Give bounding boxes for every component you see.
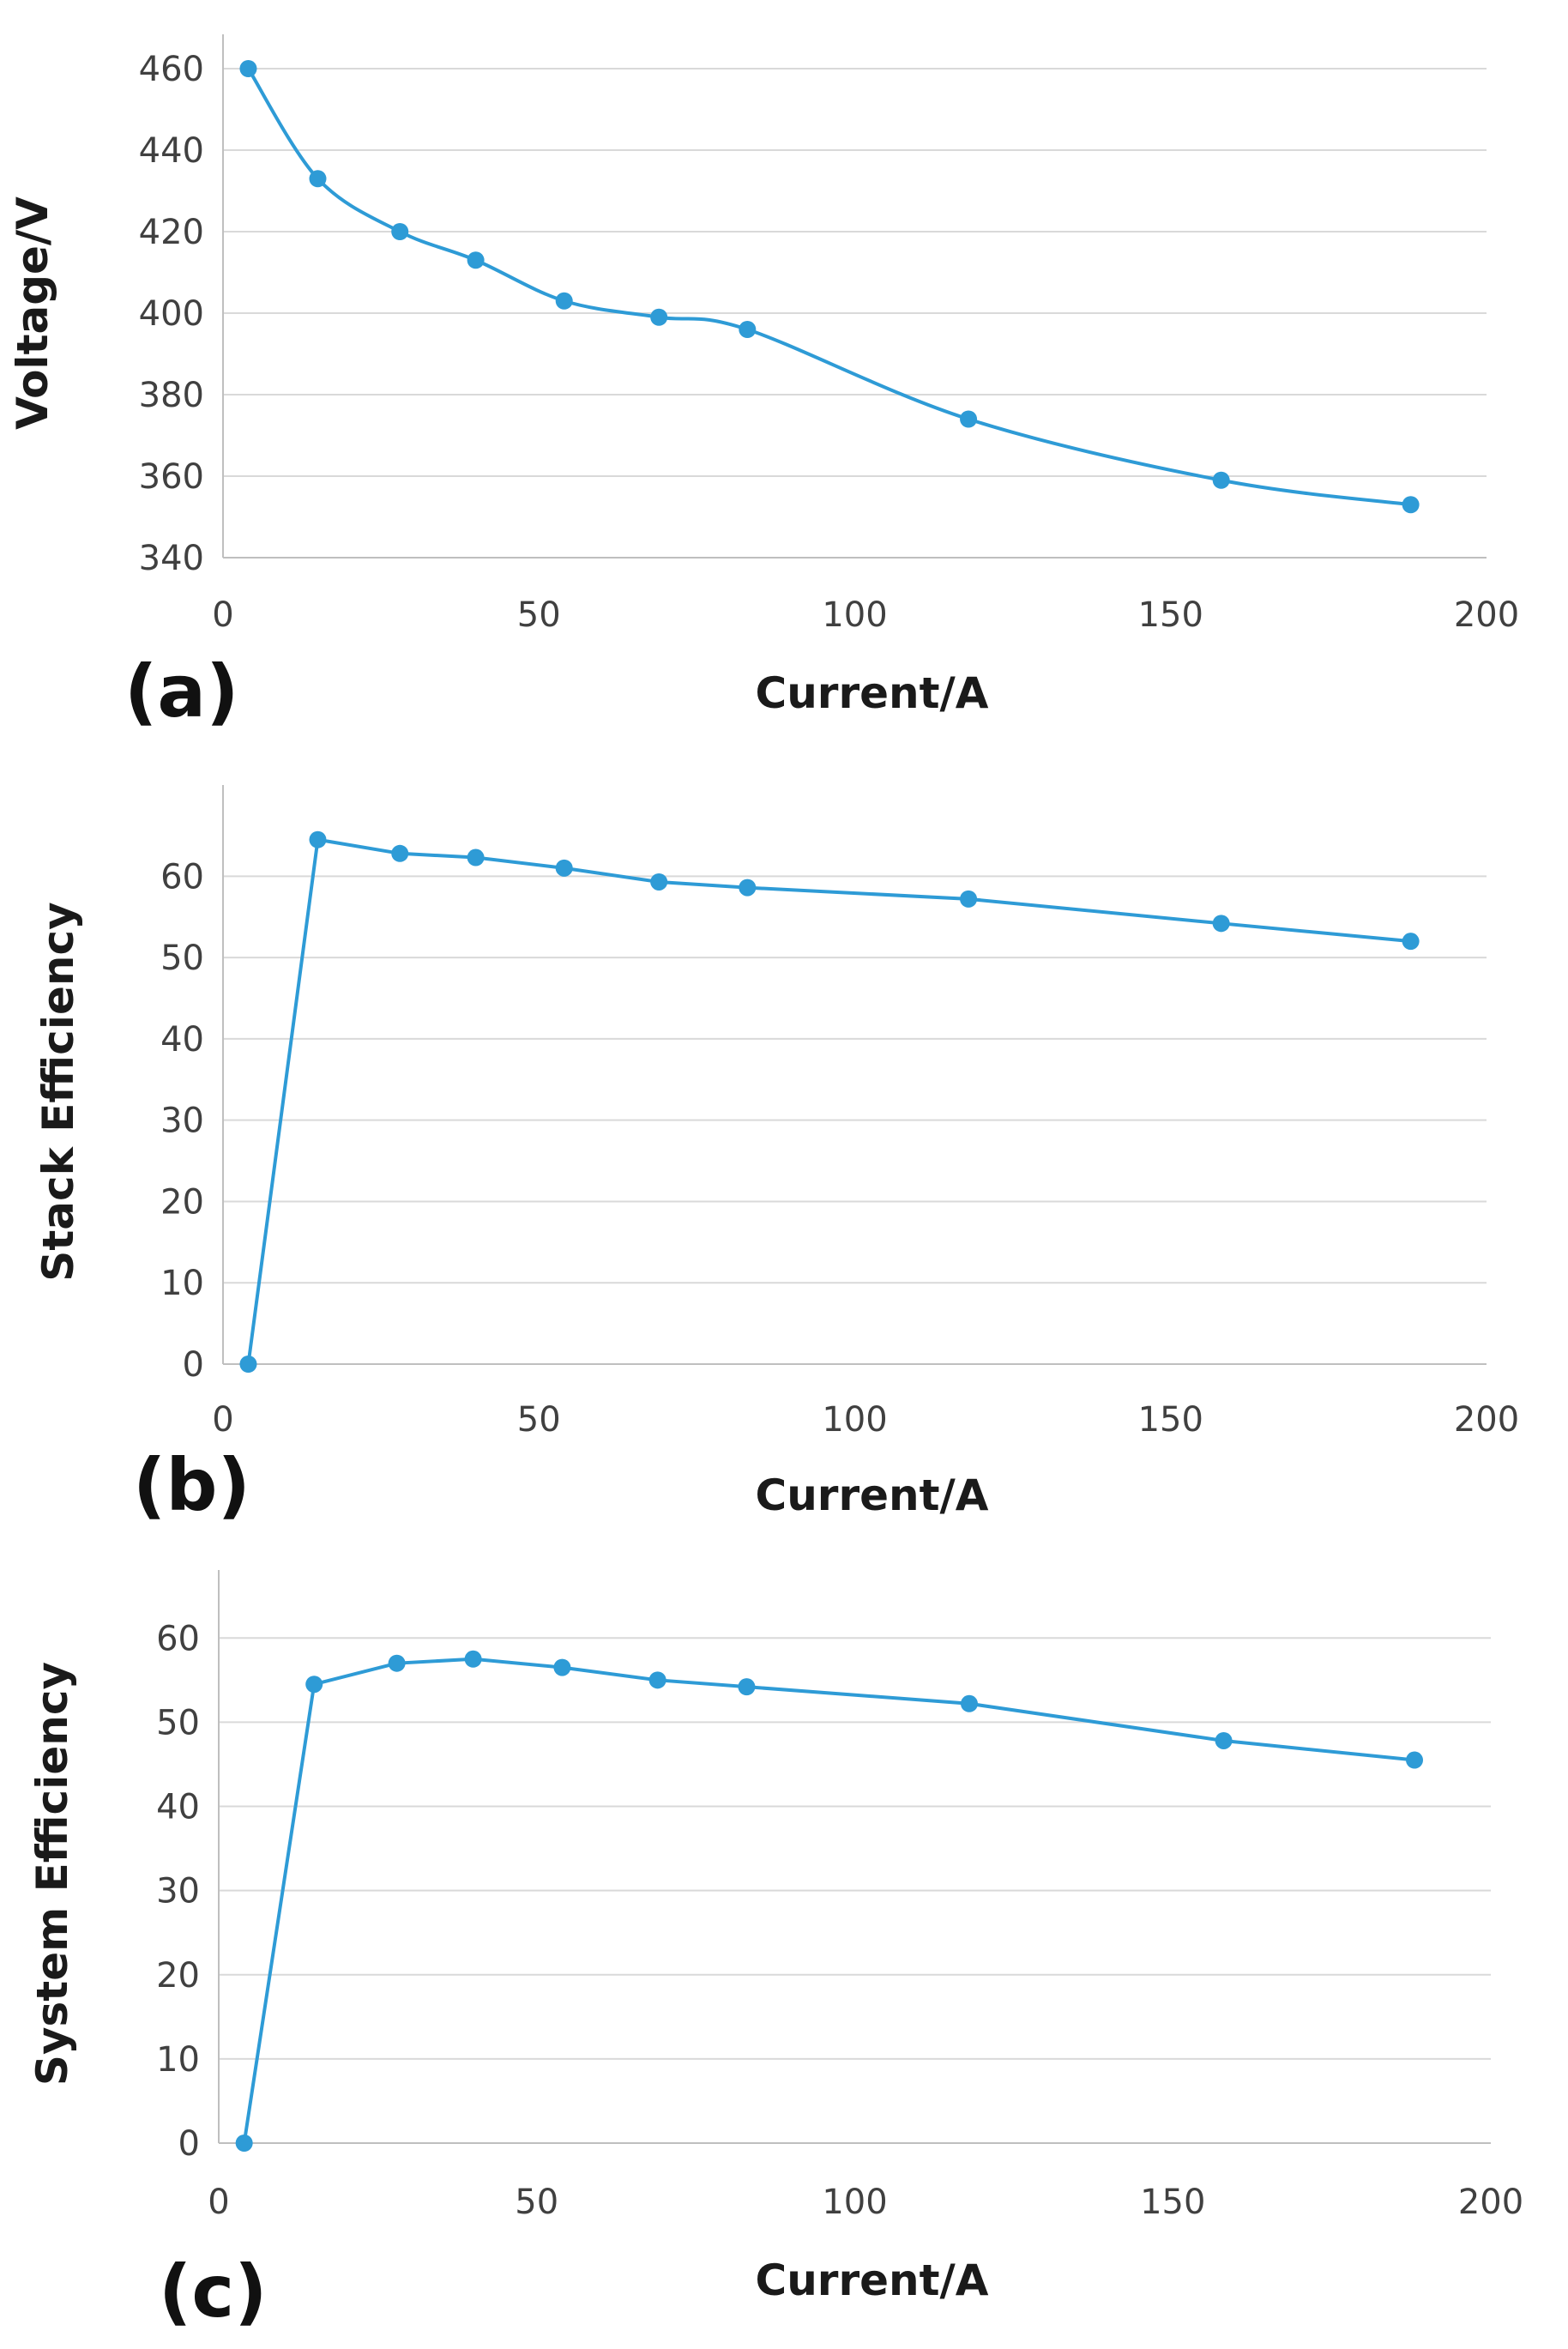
y-tick-label: 40 [160,1020,204,1060]
data-point [467,848,485,867]
y-tick-label: 0 [178,2124,200,2164]
y-tick-label: 460 [139,50,204,89]
data-point [553,1658,571,1676]
y-axis-label: Voltage/V [8,196,57,430]
data-point [391,844,409,862]
data-point [309,830,327,848]
y-tick-label: 60 [160,857,204,897]
data-point [555,292,573,310]
data-point [309,170,327,188]
x-tick-label: 200 [1454,1400,1519,1440]
data-point [1212,915,1230,933]
y-tick-label: 40 [156,1788,200,1827]
data-point [1212,471,1230,489]
data-point [650,308,668,326]
series-line [246,67,1411,507]
series-line [246,837,1411,1365]
data-point [1402,933,1420,951]
data-point [239,60,257,77]
y-tick-label: 380 [139,376,204,415]
x-tick-label: 200 [1454,595,1519,635]
x-tick-label: 200 [1458,2183,1523,2222]
y-tick-label: 60 [156,1619,200,1658]
panel-label: (b) [133,1443,250,1527]
data-point [650,873,668,891]
data-point [388,1654,406,1672]
data-point [1402,496,1420,514]
y-tick-label: 340 [139,539,204,578]
data-point [1215,1731,1233,1749]
chart-panel-2: 0 10 20 30 40 50 60 0 50 100 150 200 Current/A System… [27,1570,1523,2334]
data-point [467,251,485,269]
chart-panel-1: 0 10 20 30 40 50 60 0 50 100 150 200 Current/A Stack … [33,785,1519,1527]
data-point [1406,1751,1424,1769]
x-tick-label: 100 [822,1400,887,1440]
y-tick-label: 20 [156,1956,200,1996]
y-tick-label: 50 [160,939,204,978]
y-tick-label: 360 [139,457,204,497]
x-tick-label: 50 [517,1400,561,1440]
data-point [960,410,978,428]
y-tick-label: 10 [160,1264,204,1303]
x-tick-label: 50 [517,595,561,635]
y-tick-label: 20 [160,1182,204,1222]
y-tick-label: 400 [139,294,204,334]
data-point [235,2135,253,2152]
x-tick-label: 50 [515,2183,558,2222]
series-line [242,1657,1415,2144]
y-axis-label: Stack Efficiency [33,902,83,1281]
data-point [960,890,978,908]
data-point [648,1671,666,1689]
x-tick-label: 0 [212,1400,233,1440]
data-point [960,1694,978,1712]
y-tick-label: 30 [160,1102,204,1141]
x-tick-label: 150 [1140,2183,1205,2222]
y-axis-label: System Efficiency [27,1662,77,2086]
y-tick-label: 30 [156,1872,200,1911]
x-axis-label: Current/A [756,2255,989,2305]
data-point [738,1678,756,1696]
data-point [391,223,409,240]
data-point [464,1650,482,1668]
data-point [739,321,757,338]
y-tick-label: 10 [156,2040,200,2080]
y-tick-label: 0 [183,1345,204,1385]
data-point [555,859,573,877]
x-tick-label: 0 [208,2183,229,2222]
x-tick-label: 100 [822,595,887,635]
chart-panel-0: 340 360 380 400 420 440 460 0 50 100 150 200 Current… [8,34,1519,734]
x-tick-label: 0 [212,595,233,635]
x-axis-label: Current/A [756,1470,989,1520]
x-tick-label: 150 [1138,595,1203,635]
y-tick-label: 50 [156,1703,200,1742]
x-axis-label: Current/A [756,668,989,718]
data-point [739,879,757,897]
data-point [239,1356,257,1373]
x-tick-label: 150 [1138,1400,1203,1440]
data-point [305,1676,323,1694]
panel-label: (c) [159,2249,268,2334]
y-tick-label: 440 [139,131,204,171]
y-tick-label: 420 [139,213,204,252]
x-tick-label: 100 [822,2183,887,2222]
panel-label: (a) [124,649,238,734]
